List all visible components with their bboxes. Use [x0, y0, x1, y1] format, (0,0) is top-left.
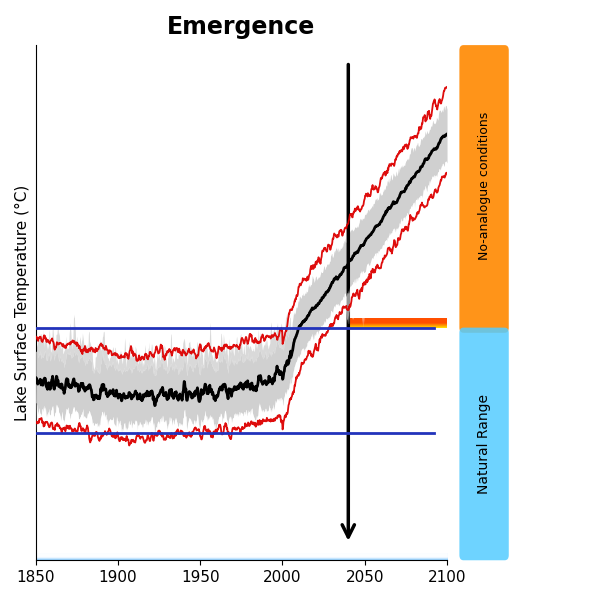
Text: No-analogue conditions: No-analogue conditions	[478, 112, 490, 260]
Title: Emergence: Emergence	[167, 15, 316, 39]
FancyBboxPatch shape	[459, 328, 509, 560]
Text: Natural Range: Natural Range	[477, 394, 491, 494]
Y-axis label: Lake Surface Temperature (°C): Lake Surface Temperature (°C)	[15, 185, 30, 421]
FancyBboxPatch shape	[459, 45, 509, 333]
